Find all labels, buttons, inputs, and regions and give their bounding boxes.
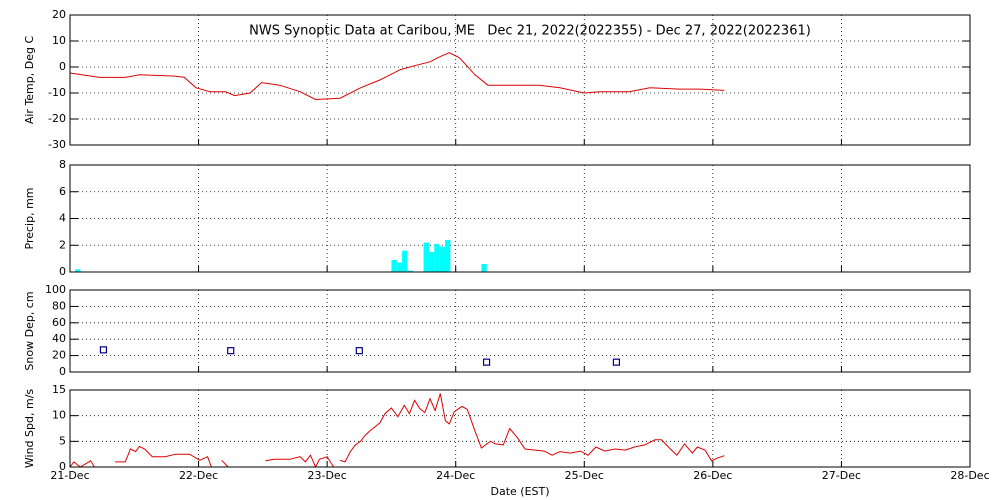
x-tick-label: 28-Dec bbox=[950, 469, 989, 482]
point bbox=[355, 347, 363, 355]
x-axis-label: Date (EST) bbox=[490, 485, 549, 498]
x-tick-label: 27-Dec bbox=[822, 469, 861, 482]
point bbox=[99, 346, 108, 354]
bar bbox=[439, 246, 445, 272]
y-tick-label: 0 bbox=[59, 265, 66, 278]
y-tick-label: 0 bbox=[59, 460, 66, 473]
x-tick-label: 22-Dec bbox=[179, 469, 218, 482]
x-tick-label: 24-Dec bbox=[436, 469, 475, 482]
bar bbox=[434, 243, 440, 272]
bar bbox=[423, 242, 429, 272]
data-line bbox=[69, 52, 725, 101]
chart-title: NWS Synoptic Data at Caribou, ME Dec 21,… bbox=[249, 24, 811, 39]
bar bbox=[396, 262, 403, 272]
panel-frame bbox=[69, 164, 971, 273]
y-tick-label: 40 bbox=[52, 332, 66, 345]
y-tick-label: -30 bbox=[48, 138, 66, 151]
panel-frame bbox=[69, 289, 971, 373]
y-tick-label: -20 bbox=[48, 112, 66, 125]
y-axis-label: Precip, mm bbox=[23, 188, 36, 250]
x-tick-label: 25-Dec bbox=[565, 469, 604, 482]
point bbox=[227, 347, 235, 355]
bar bbox=[391, 259, 397, 272]
y-tick-label: 60 bbox=[52, 316, 66, 329]
x-tick-label: 26-Dec bbox=[693, 469, 732, 482]
y-tick-label: 100 bbox=[45, 283, 66, 296]
y-tick-label: -10 bbox=[48, 86, 66, 99]
x-tick-label: 21-Dec bbox=[50, 469, 89, 482]
y-tick-label: 80 bbox=[52, 299, 66, 312]
y-tick-label: 0 bbox=[59, 365, 66, 378]
y-tick-label: 5 bbox=[59, 434, 66, 447]
y-tick-label: 20 bbox=[52, 349, 66, 362]
y-tick-label: 0 bbox=[59, 60, 66, 73]
y-axis-label: Snow Dep, cm bbox=[23, 291, 36, 370]
point bbox=[482, 358, 491, 366]
bar bbox=[407, 270, 413, 272]
y-tick-label: 4 bbox=[59, 212, 66, 225]
y-tick-label: 6 bbox=[59, 185, 66, 198]
y-tick-label: 2 bbox=[59, 238, 66, 251]
y-tick-label: 15 bbox=[52, 383, 66, 396]
bar bbox=[445, 239, 451, 272]
y-tick-label: 10 bbox=[52, 34, 66, 47]
bar bbox=[75, 269, 81, 272]
bar bbox=[481, 263, 487, 272]
panel-frame bbox=[69, 14, 971, 146]
bar bbox=[402, 250, 408, 272]
panel-frame bbox=[69, 389, 971, 468]
y-axis-label: Air Temp, Deg C bbox=[23, 36, 36, 125]
x-tick-label: 23-Dec bbox=[308, 469, 347, 482]
y-axis-label: Wind Spd, m/s bbox=[23, 389, 36, 469]
y-tick-label: 8 bbox=[59, 158, 66, 171]
y-tick-label: 20 bbox=[52, 8, 66, 21]
bar bbox=[428, 251, 435, 272]
point bbox=[612, 358, 621, 366]
y-tick-label: 10 bbox=[52, 409, 66, 422]
